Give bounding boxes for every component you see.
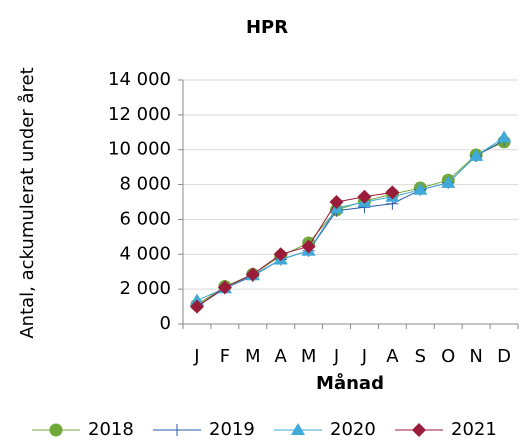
chart-title: HPR: [246, 17, 288, 38]
x-tick-label: M: [301, 346, 317, 367]
y-axis-label: Antal, ackumulerat under året: [17, 67, 38, 338]
legend-marker: [291, 423, 305, 435]
y-tick-label: 6 000: [119, 208, 171, 229]
x-axis-label: Månad: [316, 372, 384, 394]
x-tick-label: M: [245, 346, 261, 367]
legend-marker: [412, 423, 426, 437]
x-tick-label: F: [220, 346, 230, 367]
legend-label: 2020: [330, 419, 376, 440]
x-tick-label: A: [275, 346, 288, 367]
marker: [301, 239, 316, 254]
marker: [497, 130, 512, 143]
y-tick-label: 2 000: [119, 278, 171, 299]
x-tick-label: S: [415, 346, 426, 367]
legend-marker: [171, 424, 183, 436]
marker: [357, 189, 372, 204]
y-tick-label: 14 000: [108, 69, 171, 90]
marker: [469, 148, 484, 161]
x-tick-label: A: [386, 346, 399, 367]
marker: [245, 267, 260, 282]
marker: [413, 182, 428, 195]
x-tick-label: J: [361, 346, 367, 367]
x-tick-label: O: [441, 346, 455, 367]
x-tick-label: J: [333, 346, 339, 367]
marker: [385, 185, 400, 200]
series-line: [196, 139, 505, 307]
y-tick-label: 4 000: [119, 243, 171, 264]
legend-label: 2019: [209, 419, 255, 440]
legend-marker: [49, 423, 63, 437]
legend-label: 2021: [451, 419, 497, 440]
x-tick-label: N: [469, 346, 482, 367]
y-tick-label: 0: [160, 313, 171, 334]
x-tick-label: D: [497, 346, 511, 367]
y-tick-label: 12 000: [108, 104, 171, 125]
marker: [273, 247, 288, 262]
marker: [189, 299, 204, 314]
y-tick-label: 10 000: [108, 139, 171, 160]
x-tick-label: J: [193, 346, 199, 367]
legend-label: 2018: [88, 419, 134, 440]
marker: [217, 280, 232, 295]
marker: [441, 175, 456, 188]
marker: [189, 293, 204, 306]
marker: [329, 195, 344, 209]
y-tick-label: 8 000: [119, 174, 171, 195]
